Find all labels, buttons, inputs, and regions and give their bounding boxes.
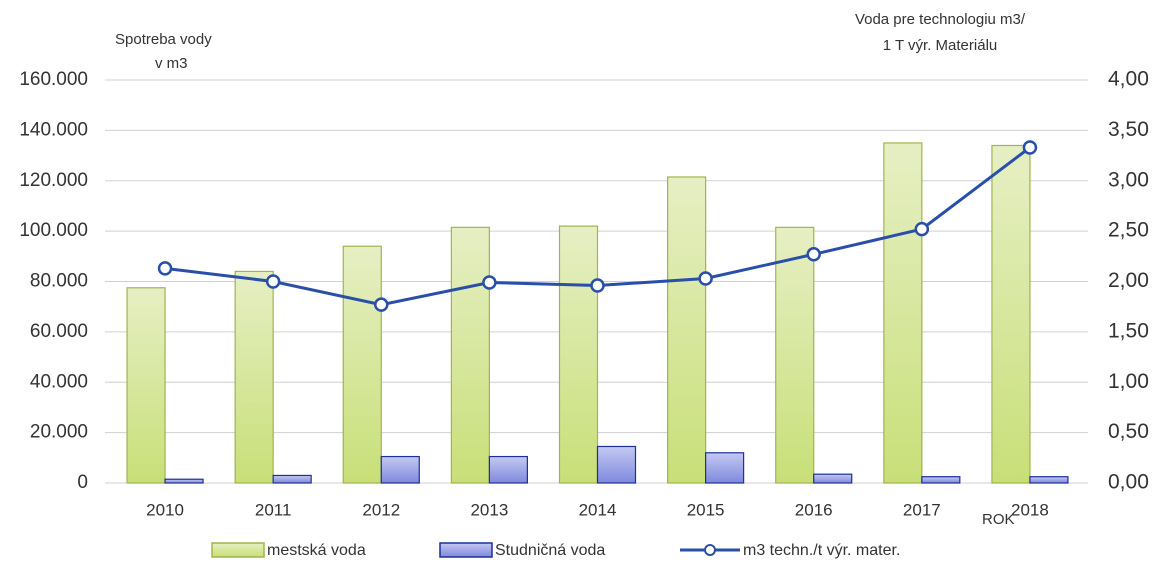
line-marker	[374, 297, 389, 312]
bar	[380, 455, 420, 484]
y-tick-label: 20.000	[30, 422, 88, 443]
line-marker	[482, 275, 497, 290]
y-tick-label: 160.000	[19, 69, 88, 90]
y-tick-label: 40.000	[30, 371, 88, 392]
bar	[450, 226, 490, 484]
line-marker	[914, 221, 930, 237]
bar	[164, 478, 204, 484]
x-tick-label: 2014	[579, 500, 617, 519]
bar	[1029, 476, 1069, 484]
y-axis-title: Spotreba vody	[115, 31, 212, 48]
x-tick-label: 2016	[795, 500, 833, 519]
y2-axis-title: 1 T výr. Materiálu	[883, 37, 998, 54]
bar	[342, 245, 382, 484]
bar	[813, 473, 853, 484]
line-marker	[590, 278, 605, 293]
line-marker	[806, 247, 821, 262]
bar	[705, 452, 745, 484]
legend-swatch	[704, 544, 716, 556]
bar	[991, 144, 1031, 484]
y-tick-label: 0	[77, 472, 88, 493]
line-marker	[157, 261, 173, 276]
y-tick-label: 120.000	[19, 170, 88, 191]
legend-swatch	[439, 542, 493, 558]
legend-label: Studničná voda	[495, 542, 605, 559]
bar	[921, 476, 961, 484]
legend-swatch	[211, 542, 265, 558]
bar	[126, 287, 166, 484]
bar	[667, 176, 707, 484]
y2-tick-label: 0,00	[1108, 471, 1149, 494]
y2-tick-label: 0,50	[1108, 420, 1149, 443]
x-tick-label: 2010	[146, 500, 184, 519]
bar	[272, 474, 312, 484]
y2-tick-label: 3,00	[1108, 168, 1149, 191]
y-tick-label: 60.000	[30, 321, 88, 342]
y-tick-label: 100.000	[19, 220, 88, 241]
y2-tick-label: 1,50	[1108, 319, 1149, 342]
x-axis-title: ROK	[982, 511, 1015, 528]
legend-label: mestská voda	[267, 542, 366, 559]
bar	[488, 455, 528, 484]
y2-tick-label: 3,50	[1108, 118, 1149, 141]
x-tick-label: 2017	[903, 500, 941, 519]
y-tick-label: 140.000	[19, 119, 88, 140]
bar	[558, 225, 599, 484]
bar	[234, 270, 274, 484]
y-axis-title: v m3	[155, 55, 188, 72]
legend-label: m3 techn./t výr. mater.	[743, 542, 900, 559]
x-tick-label: 2018	[1011, 500, 1049, 519]
y2-tick-label: 2,50	[1108, 219, 1149, 242]
x-tick-label: 2011	[255, 500, 292, 519]
x-tick-label: 2015	[687, 500, 725, 519]
y2-tick-label: 4,00	[1108, 68, 1149, 91]
y-tick-label: 80.000	[30, 271, 88, 292]
bar	[775, 226, 815, 484]
x-tick-label: 2012	[362, 500, 400, 519]
bar	[596, 445, 637, 484]
x-tick-label: 2013	[470, 500, 508, 519]
line-marker	[1022, 140, 1038, 155]
y2-axis-title: Voda pre technologiu m3/	[855, 11, 1026, 28]
y2-tick-label: 1,00	[1108, 370, 1149, 393]
y2-tick-label: 2,00	[1108, 269, 1149, 292]
line-marker	[265, 274, 281, 289]
bar	[883, 142, 923, 484]
line-marker	[698, 271, 713, 286]
